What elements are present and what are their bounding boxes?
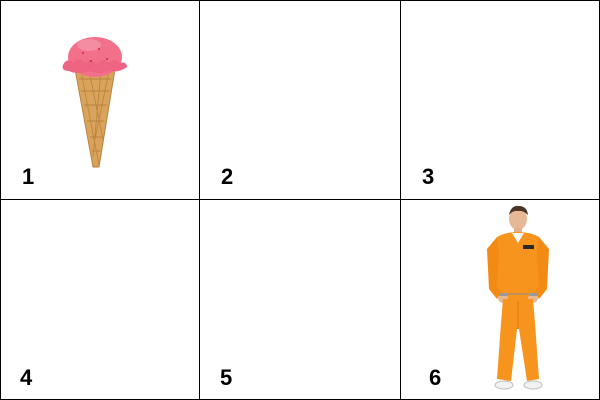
cell-number-label: 2 [221, 164, 234, 189]
grid-cell-6[interactable]: 6 [401, 200, 599, 399]
cell-number-label: 4 [20, 365, 33, 390]
grid-cell-5[interactable]: 5 [200, 200, 401, 399]
ice-cream-cone-image [62, 37, 127, 168]
cell-number-label: 6 [429, 365, 442, 390]
cell-number-label: 1 [22, 164, 35, 189]
grid-cell-1[interactable]: 1 [1, 1, 200, 200]
grid-cell-3[interactable]: 3 [401, 1, 599, 200]
prisoner-jumpsuit-man-image [487, 205, 549, 390]
grid-cell-2[interactable]: 2 [200, 1, 401, 200]
grid-cell-4[interactable]: 4 [1, 200, 200, 399]
cell-number-label: 5 [220, 365, 233, 390]
cell-number-label: 3 [422, 164, 435, 189]
